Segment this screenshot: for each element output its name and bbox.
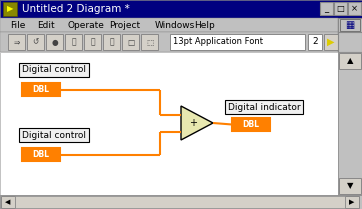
Bar — [0, 0, 362, 18]
Bar — [0, 18, 338, 32]
Bar — [324, 34, 338, 50]
Text: ▦: ▦ — [345, 20, 355, 30]
Bar — [141, 34, 158, 50]
Text: Help: Help — [194, 20, 215, 29]
Bar — [27, 34, 44, 50]
Bar — [320, 2, 333, 15]
Bar — [1, 196, 15, 208]
Text: Edit: Edit — [37, 20, 55, 29]
Bar — [345, 196, 359, 208]
Bar — [232, 118, 270, 131]
Text: □: □ — [127, 37, 134, 46]
Bar — [338, 52, 362, 195]
Bar — [0, 52, 338, 195]
Text: File: File — [10, 20, 25, 29]
Text: _: _ — [324, 5, 329, 14]
Bar — [0, 52, 338, 195]
Text: ▼: ▼ — [347, 181, 353, 190]
Text: Untitled 2 Diagram *: Untitled 2 Diagram * — [22, 4, 130, 14]
Bar — [15, 196, 345, 208]
Text: ◀: ◀ — [5, 199, 11, 205]
Bar — [8, 34, 25, 50]
Text: ▲: ▲ — [347, 56, 353, 65]
Text: Digital control: Digital control — [22, 65, 86, 74]
Text: ⬚: ⬚ — [146, 37, 153, 46]
Text: ▶: ▶ — [327, 37, 335, 47]
Bar — [348, 2, 361, 15]
Text: ⇒: ⇒ — [13, 37, 20, 46]
Bar — [0, 18, 338, 32]
Polygon shape — [181, 106, 213, 140]
Bar — [103, 34, 120, 50]
Bar — [334, 2, 347, 15]
Text: +: + — [189, 118, 197, 128]
Text: DBL: DBL — [243, 120, 260, 129]
Bar — [22, 148, 60, 161]
Bar — [308, 34, 322, 50]
Bar — [170, 34, 305, 50]
Text: ×: × — [351, 5, 358, 14]
Bar — [22, 83, 60, 96]
Text: Operate: Operate — [67, 20, 104, 29]
Bar — [0, 32, 338, 52]
Bar — [338, 32, 362, 52]
Bar — [0, 32, 338, 52]
Text: ▶: ▶ — [349, 199, 355, 205]
Text: □: □ — [337, 5, 344, 14]
Bar — [46, 34, 63, 50]
Text: ⬛: ⬛ — [109, 37, 114, 46]
Bar — [122, 34, 139, 50]
Bar — [65, 34, 82, 50]
Text: Project: Project — [109, 20, 140, 29]
Text: DBL: DBL — [33, 85, 50, 94]
Text: DBL: DBL — [33, 150, 50, 159]
Bar — [339, 178, 361, 194]
Text: 2: 2 — [312, 37, 318, 46]
Bar — [0, 195, 362, 209]
Bar — [0, 0, 362, 18]
Bar — [84, 34, 101, 50]
Text: ↺: ↺ — [32, 37, 39, 46]
Text: ⏸: ⏸ — [71, 37, 76, 46]
Text: Digital indicator: Digital indicator — [228, 102, 300, 111]
Text: 13pt Application Font: 13pt Application Font — [173, 37, 263, 46]
Text: ▶: ▶ — [7, 5, 13, 14]
Text: ●: ● — [51, 37, 58, 46]
Bar — [3, 2, 17, 16]
Bar — [340, 19, 360, 31]
Bar — [338, 18, 362, 32]
Text: Windows: Windows — [155, 20, 195, 29]
Bar — [339, 53, 361, 69]
Text: Digital control: Digital control — [22, 130, 86, 139]
Text: 💡: 💡 — [90, 37, 95, 46]
